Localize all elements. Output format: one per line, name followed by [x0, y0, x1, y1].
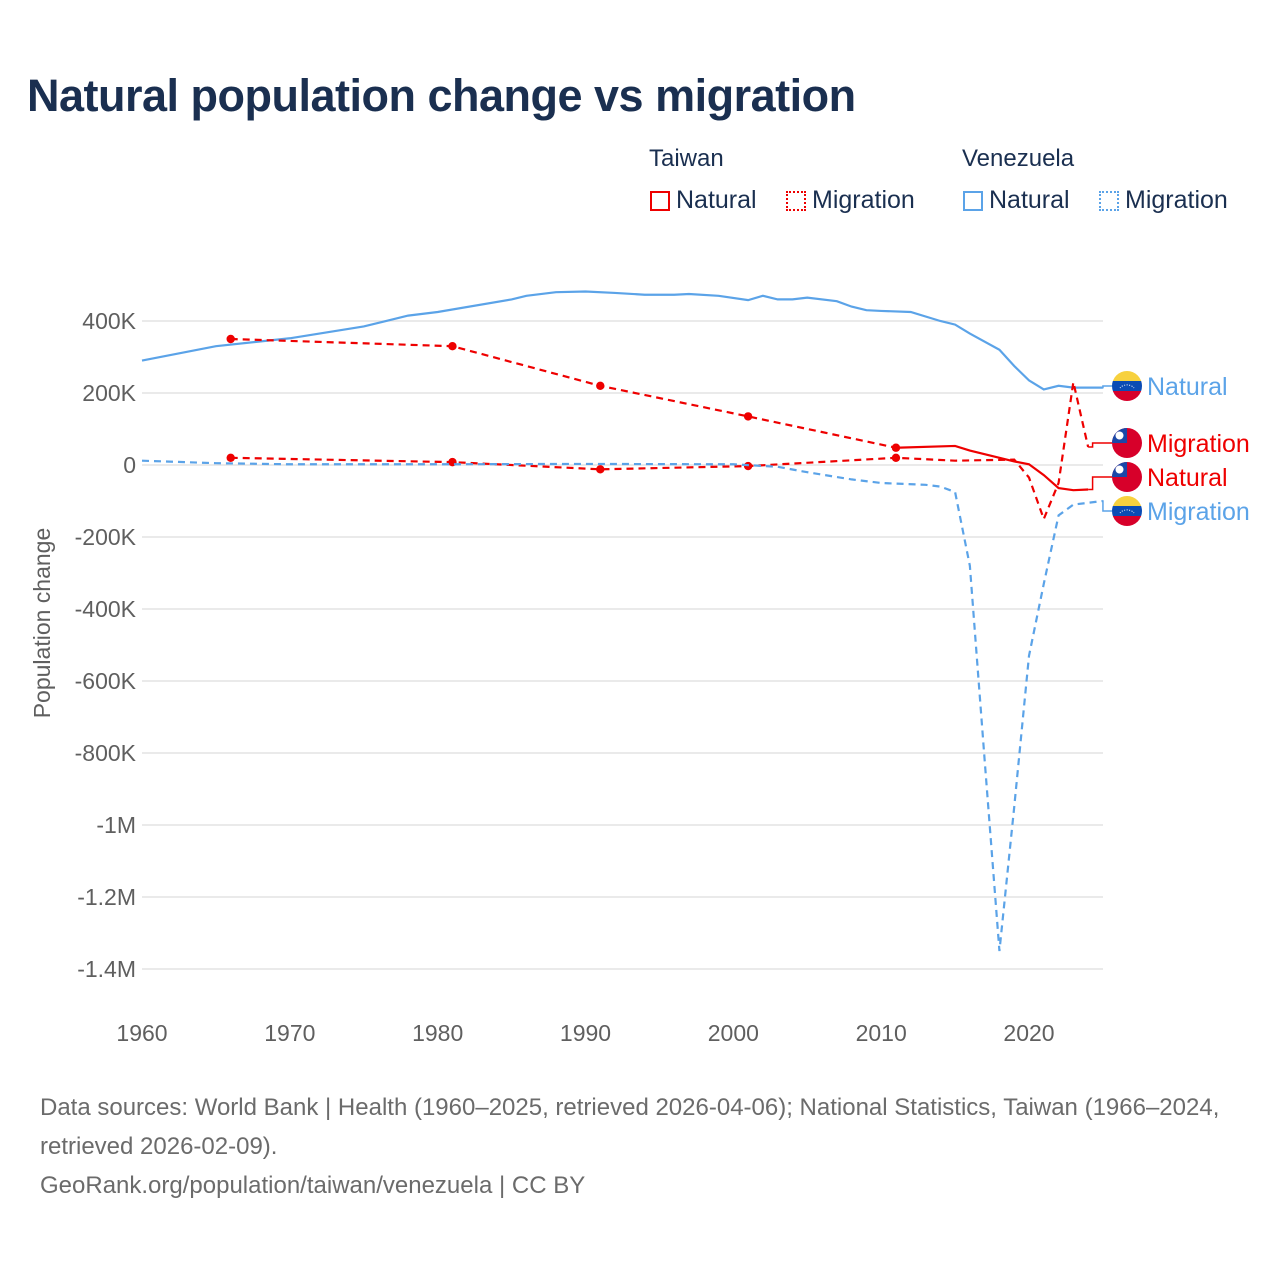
- legend-label: Migration: [1125, 186, 1228, 214]
- y-tick-label: -1M: [96, 812, 136, 838]
- legend-venezuela-natural[interactable]: Natural: [963, 186, 1070, 215]
- legend-taiwan-migration[interactable]: Migration: [786, 186, 915, 215]
- legend-label: Natural: [989, 186, 1070, 214]
- flag-stripe-yellow: [1112, 371, 1142, 381]
- data-point: [226, 334, 235, 344]
- footer: Data sources: World Bank | Health (1960–…: [40, 1088, 1260, 1205]
- x-tick-label: 2010: [856, 1020, 907, 1046]
- x-tick-label: 2000: [708, 1020, 759, 1046]
- flag-body: [1112, 428, 1142, 458]
- data-point: [448, 342, 457, 351]
- taiwan-flag-icon: [1112, 428, 1142, 458]
- flag-body: [1112, 371, 1142, 401]
- flag-body: [1112, 496, 1142, 526]
- venezuela-flag-icon: [1112, 496, 1142, 526]
- y-tick-label: -200K: [75, 524, 137, 550]
- dotted-swatch-icon: [786, 190, 806, 211]
- series-venezuela-migration: Migration: [141, 459, 1250, 952]
- legend-taiwan-natural[interactable]: Natural: [650, 186, 757, 215]
- series-taiwan-migration: Migration: [226, 381, 1250, 523]
- series-taiwan-natural: Natural: [226, 334, 1228, 492]
- x-tick-label: 1980: [412, 1020, 463, 1046]
- taiwan-flag-icon: [1112, 462, 1142, 492]
- series-venezuela-natural: Natural: [141, 290, 1228, 401]
- y-tick-label: 200K: [82, 380, 136, 406]
- flag-stripe-yellow: [1112, 496, 1142, 506]
- label-connector: [1088, 442, 1112, 448]
- y-tick-label: -400K: [75, 596, 137, 622]
- data-point: [596, 465, 605, 474]
- label-connector: [1102, 500, 1112, 512]
- legend-label: Natural: [676, 186, 757, 214]
- y-tick-label: -600K: [75, 668, 137, 694]
- label-connector: [1088, 476, 1112, 491]
- data-point: [226, 453, 235, 462]
- solid-swatch-icon: [963, 190, 983, 211]
- solid-swatch-icon: [650, 190, 670, 211]
- sun-icon: [1115, 431, 1124, 440]
- series-end-label: Natural: [1147, 373, 1228, 401]
- series-end-label: Natural: [1147, 464, 1228, 492]
- chart-title: Natural population change vs migration: [27, 70, 856, 121]
- y-axis-label: Population change: [29, 528, 55, 719]
- y-tick-label: 400K: [82, 308, 136, 334]
- dotted-swatch-icon: [1099, 190, 1119, 211]
- flag-body: [1112, 462, 1142, 492]
- data-point: [596, 381, 605, 390]
- flag-stripe-red: [1112, 391, 1142, 401]
- y-tick-label: -1.2M: [77, 884, 136, 910]
- sun-icon: [1115, 465, 1124, 474]
- legend-group-taiwan: Taiwan: [649, 145, 724, 172]
- y-tick-label: 0: [123, 452, 136, 478]
- data-point: [891, 453, 901, 462]
- y-tick-label: -1.4M: [77, 956, 136, 982]
- credit-link[interactable]: GeoRank.org/population/taiwan/venezuela …: [40, 1172, 586, 1199]
- x-tick-label: 1990: [560, 1020, 611, 1046]
- y-tick-label: -800K: [75, 740, 137, 766]
- series-line: [230, 381, 1090, 523]
- flag-stripe-blue: [1112, 381, 1142, 391]
- data-sources: Data sources: World Bank | Health (1960–…: [40, 1094, 1220, 1160]
- series-end-label: Migration: [1147, 430, 1250, 458]
- data-point: [743, 412, 753, 421]
- venezuela-flag-icon: [1112, 371, 1142, 401]
- series-line: [141, 290, 1103, 391]
- data-point: [891, 443, 901, 452]
- series-line: [895, 444, 1089, 492]
- series-line: [141, 459, 1104, 952]
- stars-icon: [1119, 509, 1135, 514]
- legend-venezuela-migration[interactable]: Migration: [1099, 186, 1228, 215]
- legend-group-venezuela: Venezuela: [962, 145, 1075, 172]
- flag-stripe-red: [1112, 516, 1142, 526]
- x-tick-label: 2020: [1003, 1020, 1054, 1046]
- flag-stripe-blue: [1112, 506, 1142, 516]
- series-end-label: Migration: [1147, 498, 1250, 526]
- label-connector: [1102, 385, 1112, 389]
- legend-label: Migration: [812, 186, 915, 214]
- stars-icon: [1119, 384, 1135, 389]
- x-tick-label: 1970: [264, 1020, 315, 1046]
- x-tick-label: 1960: [116, 1020, 167, 1046]
